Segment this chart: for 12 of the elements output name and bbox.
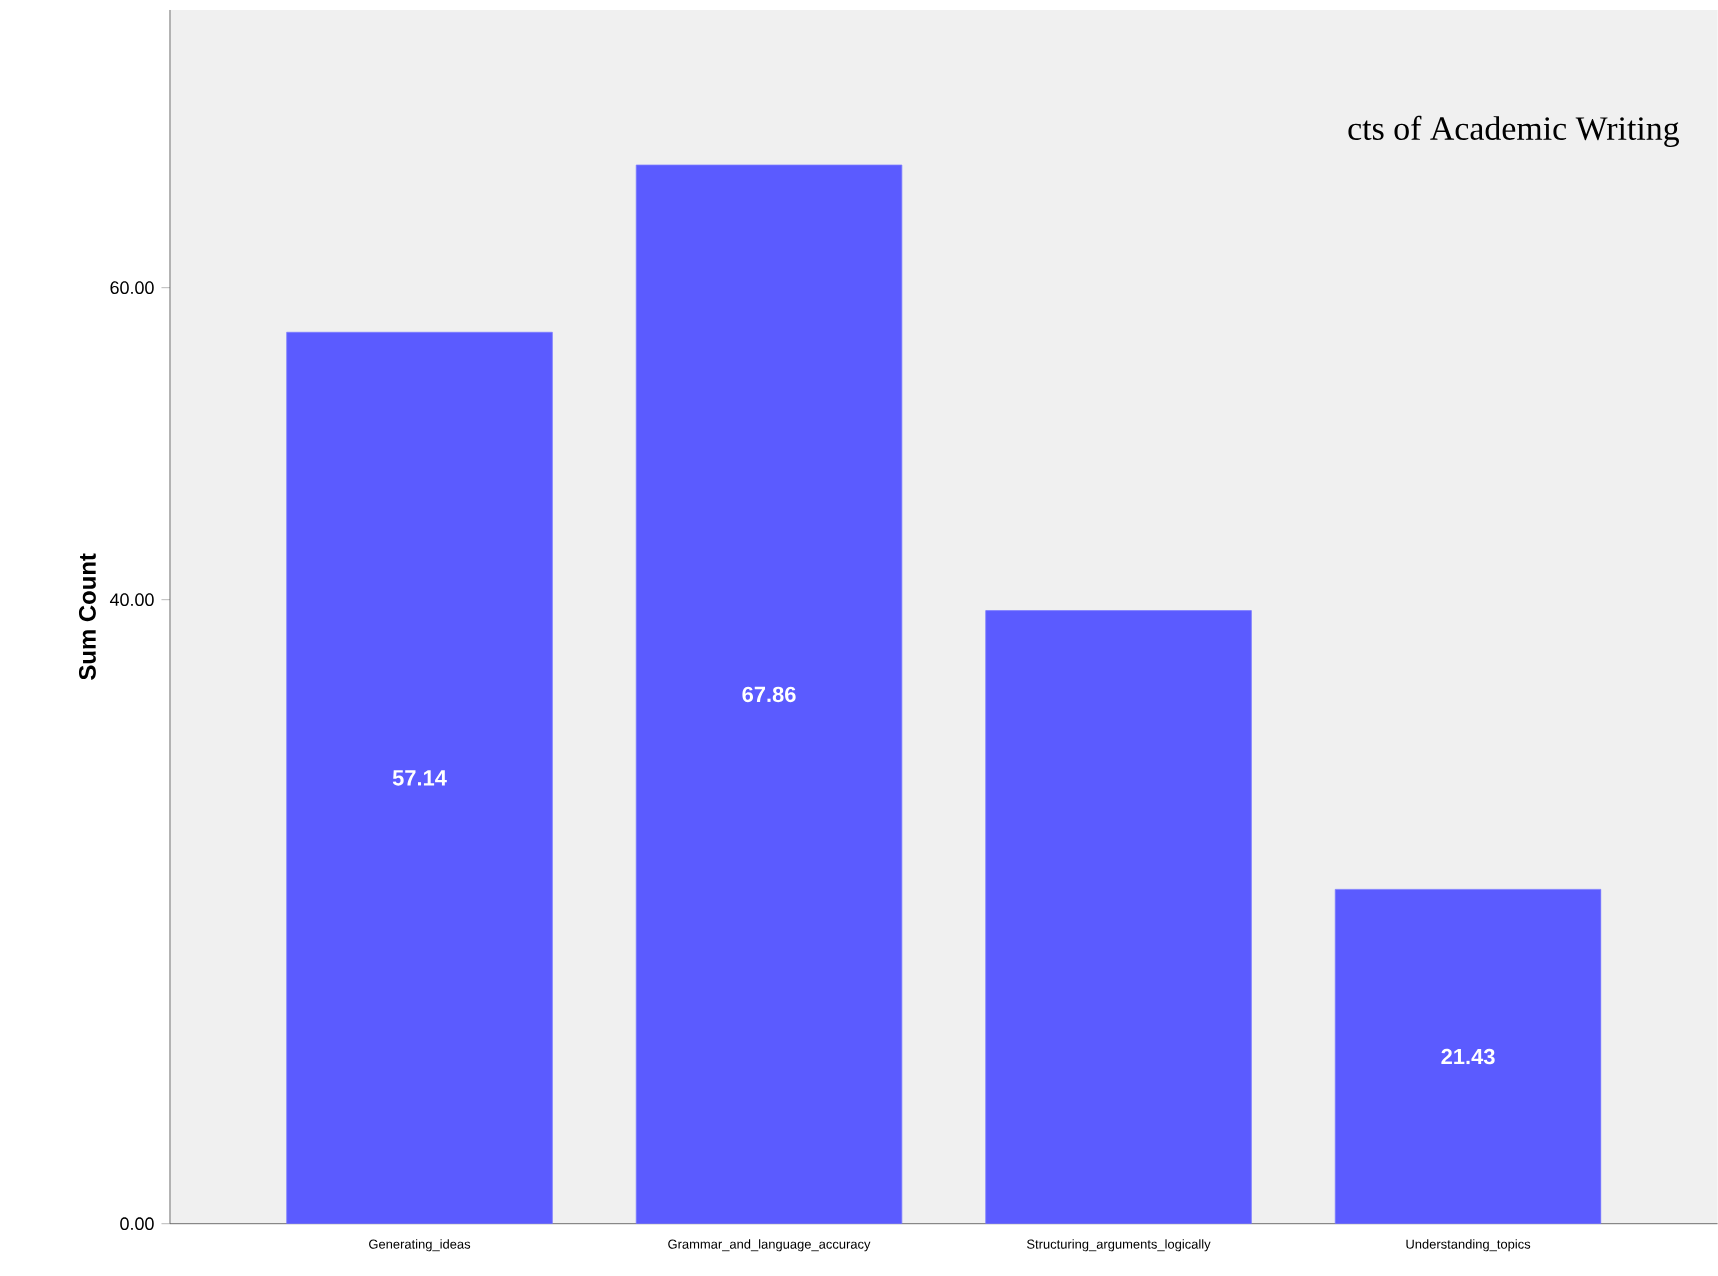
y-tick-label: 40.00 <box>109 593 154 607</box>
bar <box>635 164 903 1224</box>
bar <box>1334 889 1602 1224</box>
y-tick-label: 0.00 <box>120 1217 154 1231</box>
data-label: 57.14 <box>392 770 447 786</box>
annotation: cts of Academic Writing <box>1348 115 1679 148</box>
bar <box>985 610 1252 1224</box>
bar <box>286 332 553 1224</box>
y-axis-title: Sum Count <box>78 553 96 681</box>
y-tick-label: 60.00 <box>110 281 154 295</box>
data-label: 67.86 <box>742 686 796 703</box>
data-label: 21.43 <box>1441 1048 1495 1065</box>
